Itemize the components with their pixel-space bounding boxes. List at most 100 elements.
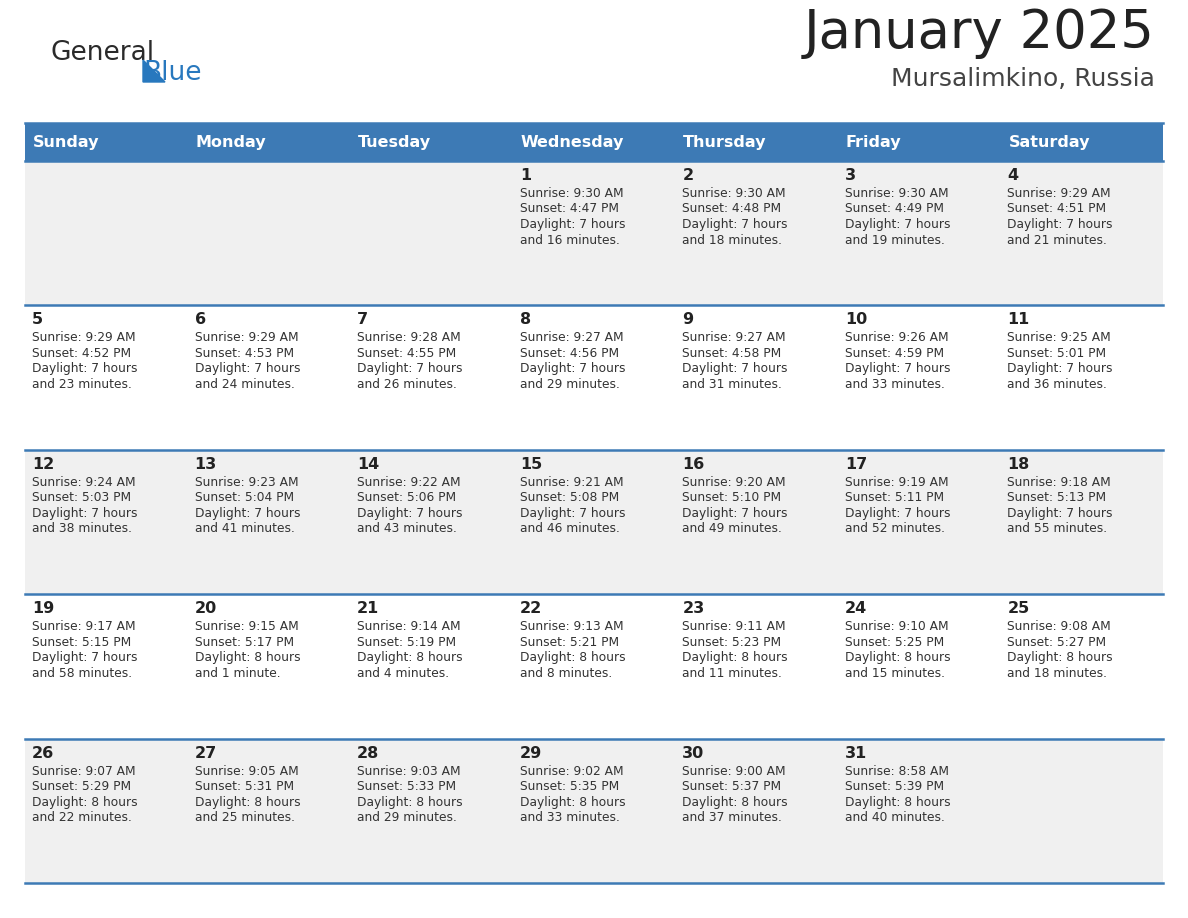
Text: Sunrise: 9:28 AM: Sunrise: 9:28 AM [358,331,461,344]
Text: Sunrise: 9:03 AM: Sunrise: 9:03 AM [358,765,461,778]
Text: Daylight: 8 hours: Daylight: 8 hours [358,651,463,665]
Text: Daylight: 7 hours: Daylight: 7 hours [358,507,462,520]
Text: Daylight: 7 hours: Daylight: 7 hours [32,651,138,665]
Text: 26: 26 [32,745,55,761]
Text: and 23 minutes.: and 23 minutes. [32,378,132,391]
Text: Sunset: 5:13 PM: Sunset: 5:13 PM [1007,491,1106,504]
Text: 8: 8 [519,312,531,328]
Text: Daylight: 7 hours: Daylight: 7 hours [519,363,625,375]
Text: 17: 17 [845,457,867,472]
Text: Daylight: 7 hours: Daylight: 7 hours [519,507,625,520]
Text: Blue: Blue [143,60,202,86]
Text: Sunrise: 9:26 AM: Sunrise: 9:26 AM [845,331,948,344]
Text: Sunset: 5:27 PM: Sunset: 5:27 PM [1007,635,1106,649]
Text: and 11 minutes.: and 11 minutes. [682,666,782,679]
Text: and 22 minutes.: and 22 minutes. [32,812,132,824]
Text: Daylight: 7 hours: Daylight: 7 hours [845,218,950,231]
Text: and 36 minutes.: and 36 minutes. [1007,378,1107,391]
Text: Sunrise: 9:23 AM: Sunrise: 9:23 AM [195,476,298,488]
Text: Sunrise: 9:24 AM: Sunrise: 9:24 AM [32,476,135,488]
Text: Sunset: 5:04 PM: Sunset: 5:04 PM [195,491,293,504]
Text: Sunrise: 9:18 AM: Sunrise: 9:18 AM [1007,476,1111,488]
Text: Sunset: 4:49 PM: Sunset: 4:49 PM [845,203,943,216]
Text: Sunrise: 9:00 AM: Sunrise: 9:00 AM [682,765,786,778]
Text: 12: 12 [32,457,55,472]
Text: and 29 minutes.: and 29 minutes. [519,378,620,391]
Text: 10: 10 [845,312,867,328]
Text: 1: 1 [519,168,531,183]
Text: Sunset: 5:25 PM: Sunset: 5:25 PM [845,635,944,649]
Text: and 16 minutes.: and 16 minutes. [519,233,620,247]
Text: 27: 27 [195,745,217,761]
Text: and 26 minutes.: and 26 minutes. [358,378,457,391]
Text: Daylight: 7 hours: Daylight: 7 hours [845,507,950,520]
Text: Daylight: 8 hours: Daylight: 8 hours [32,796,138,809]
Text: and 1 minute.: and 1 minute. [195,666,280,679]
Text: Daylight: 7 hours: Daylight: 7 hours [358,363,462,375]
Text: Daylight: 8 hours: Daylight: 8 hours [682,651,788,665]
Text: and 21 minutes.: and 21 minutes. [1007,233,1107,247]
Bar [25,161,1163,306]
Text: Daylight: 7 hours: Daylight: 7 hours [32,507,138,520]
Text: 9: 9 [682,312,694,328]
Text: Wednesday: Wednesday [520,135,624,150]
Text: Friday: Friday [846,135,902,150]
Text: Sunset: 4:48 PM: Sunset: 4:48 PM [682,203,782,216]
Bar [25,306,1163,450]
Text: 19: 19 [32,601,55,616]
Text: 3: 3 [845,168,857,183]
Text: 28: 28 [358,745,379,761]
Text: Sunrise: 9:29 AM: Sunrise: 9:29 AM [1007,187,1111,200]
Text: and 41 minutes.: and 41 minutes. [195,522,295,535]
Bar [25,450,1163,594]
Text: 5: 5 [32,312,43,328]
Bar [25,594,1163,739]
Text: 23: 23 [682,601,704,616]
Text: Sunset: 5:15 PM: Sunset: 5:15 PM [32,635,131,649]
Text: Sunset: 5:10 PM: Sunset: 5:10 PM [682,491,782,504]
Text: Daylight: 7 hours: Daylight: 7 hours [1007,218,1113,231]
Text: and 46 minutes.: and 46 minutes. [519,522,620,535]
Text: and 40 minutes.: and 40 minutes. [845,812,944,824]
Text: and 52 minutes.: and 52 minutes. [845,522,944,535]
Text: 6: 6 [195,312,206,328]
Text: Sunrise: 9:17 AM: Sunrise: 9:17 AM [32,621,135,633]
Text: 4: 4 [1007,168,1018,183]
Text: Sunrise: 9:15 AM: Sunrise: 9:15 AM [195,621,298,633]
Text: Monday: Monday [196,135,266,150]
Text: 18: 18 [1007,457,1030,472]
Text: 30: 30 [682,745,704,761]
Bar [838,123,1000,161]
Text: Sunrise: 9:05 AM: Sunrise: 9:05 AM [195,765,298,778]
Text: and 19 minutes.: and 19 minutes. [845,233,944,247]
Bar [25,123,188,161]
Text: and 18 minutes.: and 18 minutes. [682,233,782,247]
Text: 16: 16 [682,457,704,472]
Text: Sunset: 4:56 PM: Sunset: 4:56 PM [519,347,619,360]
Text: Sunset: 5:29 PM: Sunset: 5:29 PM [32,780,131,793]
Text: and 29 minutes.: and 29 minutes. [358,812,457,824]
Text: Sunrise: 9:11 AM: Sunrise: 9:11 AM [682,621,786,633]
Text: Daylight: 7 hours: Daylight: 7 hours [195,507,301,520]
Bar [25,739,1163,883]
Text: Sunrise: 9:27 AM: Sunrise: 9:27 AM [519,331,624,344]
Text: Daylight: 7 hours: Daylight: 7 hours [682,363,788,375]
Text: Sunrise: 9:30 AM: Sunrise: 9:30 AM [845,187,948,200]
Text: Sunset: 5:06 PM: Sunset: 5:06 PM [358,491,456,504]
Text: General: General [50,40,154,66]
Text: Daylight: 8 hours: Daylight: 8 hours [358,796,463,809]
Text: Sunset: 4:51 PM: Sunset: 4:51 PM [1007,203,1106,216]
Text: 22: 22 [519,601,542,616]
Text: Sunrise: 9:10 AM: Sunrise: 9:10 AM [845,621,948,633]
Text: 24: 24 [845,601,867,616]
Bar [675,123,838,161]
Text: Thursday: Thursday [683,135,766,150]
Text: and 18 minutes.: and 18 minutes. [1007,666,1107,679]
Text: Sunrise: 9:19 AM: Sunrise: 9:19 AM [845,476,948,488]
Text: Daylight: 8 hours: Daylight: 8 hours [1007,651,1113,665]
Text: 20: 20 [195,601,217,616]
Text: Saturday: Saturday [1009,135,1089,150]
Text: Sunset: 4:52 PM: Sunset: 4:52 PM [32,347,131,360]
Text: 13: 13 [195,457,217,472]
Text: 15: 15 [519,457,542,472]
